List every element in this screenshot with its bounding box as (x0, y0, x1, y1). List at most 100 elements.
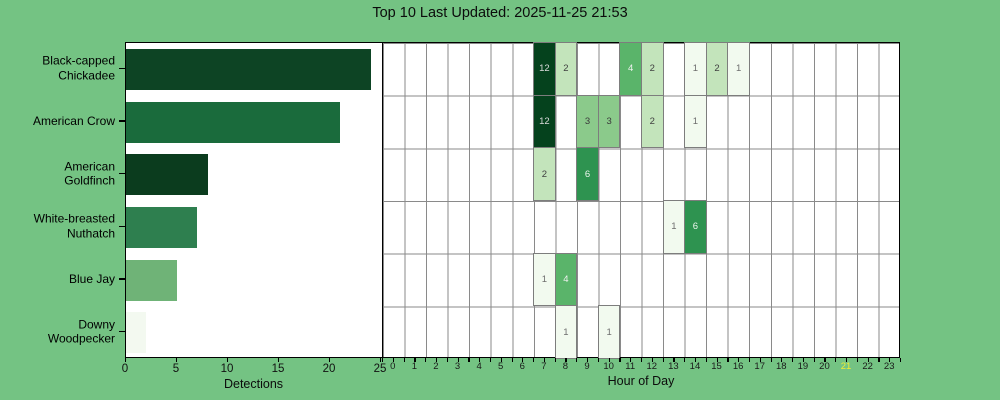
bar-xaxis-tick (227, 358, 229, 362)
hour-label: 23 (883, 361, 895, 372)
hour-label: 10 (603, 361, 614, 372)
hour-label: 20 (819, 361, 830, 372)
detection-bar (126, 101, 341, 143)
heatmap-xaxis-tick (522, 358, 524, 362)
hour-label: 12 (646, 361, 658, 372)
heatmap-cell: 4 (554, 252, 578, 307)
chart-title: Top 10 Last Updated: 2025-11-25 21:53 (372, 5, 628, 21)
heatmap-xaxis-tick (457, 358, 459, 362)
hour-label: 4 (476, 361, 482, 372)
heatmap-xaxis-tick (813, 358, 815, 362)
species-axis-tick (119, 67, 125, 70)
detection-bar (126, 312, 147, 354)
hour-label: 0 (390, 361, 396, 372)
bar-xaxis-tick-label: 20 (322, 363, 336, 375)
heatmap-cell: 2 (641, 42, 664, 96)
bar-xaxis-tick (278, 358, 280, 362)
heatmap-xaxis-tick (662, 358, 664, 362)
hour-label: 5 (498, 361, 504, 372)
heatmap-xaxis-tick (587, 358, 589, 362)
heatmap-xaxis-tick (824, 358, 826, 362)
detection-bar (126, 206, 198, 248)
hour-label: 9 (584, 361, 590, 372)
bar-xaxis-tick-label: 0 (121, 363, 129, 375)
heatmap-cell: 6 (684, 200, 707, 254)
heatmap-xaxis-tick (533, 358, 535, 362)
bar-xaxis-tick (329, 358, 331, 362)
hour-label: 16 (732, 361, 744, 372)
heatmap-cell: 4 (619, 42, 642, 96)
heatmap-xaxis-tick (748, 358, 751, 362)
heatmap-xaxis-tick (597, 358, 600, 362)
heatmap-xaxis-tick (878, 358, 880, 362)
heatmap-xaxis-tick (684, 358, 686, 362)
heatmap-cell: 3 (597, 94, 621, 149)
heatmap-xaxis-tick (392, 358, 394, 362)
bar-xaxis-label: Detections (223, 377, 284, 391)
heatmap-cell: 2 (705, 42, 729, 96)
heatmap-xaxis-tick (511, 358, 513, 362)
heatmap-xaxis-tick (727, 358, 729, 362)
bar-xaxis-tick-label: 15 (271, 363, 285, 375)
species-label: Black-capped Chickadee (42, 53, 115, 83)
heatmap-xaxis-tick (554, 358, 556, 362)
bar-xaxis-tick (380, 358, 382, 362)
heatmap-xaxis-tick (900, 358, 902, 362)
heatmap-xaxis-tick (770, 358, 772, 362)
heatmap-xaxis-tick (630, 358, 632, 362)
heatmap-cell: 12 (533, 94, 556, 149)
hour-label-current: 21 (840, 361, 852, 372)
heatmap-xaxis-tick (759, 358, 761, 362)
bar-xaxis-tick-label: 25 (373, 363, 387, 375)
species-axis-tick (119, 172, 125, 175)
bar-xaxis-tick (176, 358, 178, 362)
species-label: White-breasted Nuthatch (33, 211, 115, 241)
heatmap-cell: 1 (533, 252, 556, 307)
heatmap-xaxis-tick (716, 358, 718, 362)
detections-bar-plot (125, 42, 382, 358)
species-label: American Goldfinch (64, 159, 115, 188)
heatmap-xaxis-tick (802, 358, 805, 362)
hour-label: 3 (454, 361, 461, 372)
species-axis-tick (119, 225, 125, 228)
heatmap-xaxis-tick (608, 358, 610, 362)
heatmap-xaxis-tick (489, 358, 492, 362)
heatmap-xaxis-tick (576, 358, 578, 362)
heatmap-cell: 2 (641, 94, 664, 149)
heatmap-cell: 2 (533, 147, 556, 201)
heatmap-xaxis-tick (835, 358, 837, 362)
heatmap-cell: 12 (533, 42, 556, 96)
heatmap-xaxis-tick (651, 358, 653, 362)
species-label: American Crow (32, 113, 115, 128)
heatmap-xaxis-tick (889, 358, 891, 362)
heatmap-xaxis-tick (500, 358, 502, 362)
heatmap-xaxis-tick (846, 358, 848, 362)
heatmap-cell: 1 (554, 305, 578, 359)
heatmap-xaxis-tick (468, 358, 470, 362)
heatmap-xaxis-tick (446, 358, 448, 362)
heatmap-xaxis-tick (673, 358, 675, 362)
heatmap-xaxis-tick (867, 358, 869, 362)
heatmap-xaxis-tick (435, 358, 438, 362)
heatmap-xaxis-tick (425, 358, 427, 362)
hour-label: 14 (689, 361, 701, 372)
heatmap-cell: 1 (684, 94, 707, 149)
heatmap-xaxis-tick (414, 358, 416, 362)
heatmap-xaxis-tick (705, 358, 707, 362)
hour-label: 19 (797, 361, 809, 372)
heatmap-xaxis-tick (694, 358, 697, 362)
heatmap-cell: 6 (576, 147, 599, 201)
species-label: Blue Jay (68, 271, 115, 286)
heatmap-xaxis-tick (619, 358, 621, 362)
heatmap-xaxis-tick (543, 358, 546, 362)
species-axis-tick (119, 120, 125, 122)
hour-label: 22 (862, 361, 873, 372)
hour-label: 7 (541, 361, 547, 372)
hour-label: 1 (411, 361, 418, 372)
hour-label: 11 (625, 361, 636, 372)
heatmap-xaxis-tick (738, 358, 740, 362)
hour-label: 2 (433, 361, 439, 372)
heatmap-cell: 1 (662, 200, 686, 254)
hour-label: 6 (519, 361, 525, 372)
